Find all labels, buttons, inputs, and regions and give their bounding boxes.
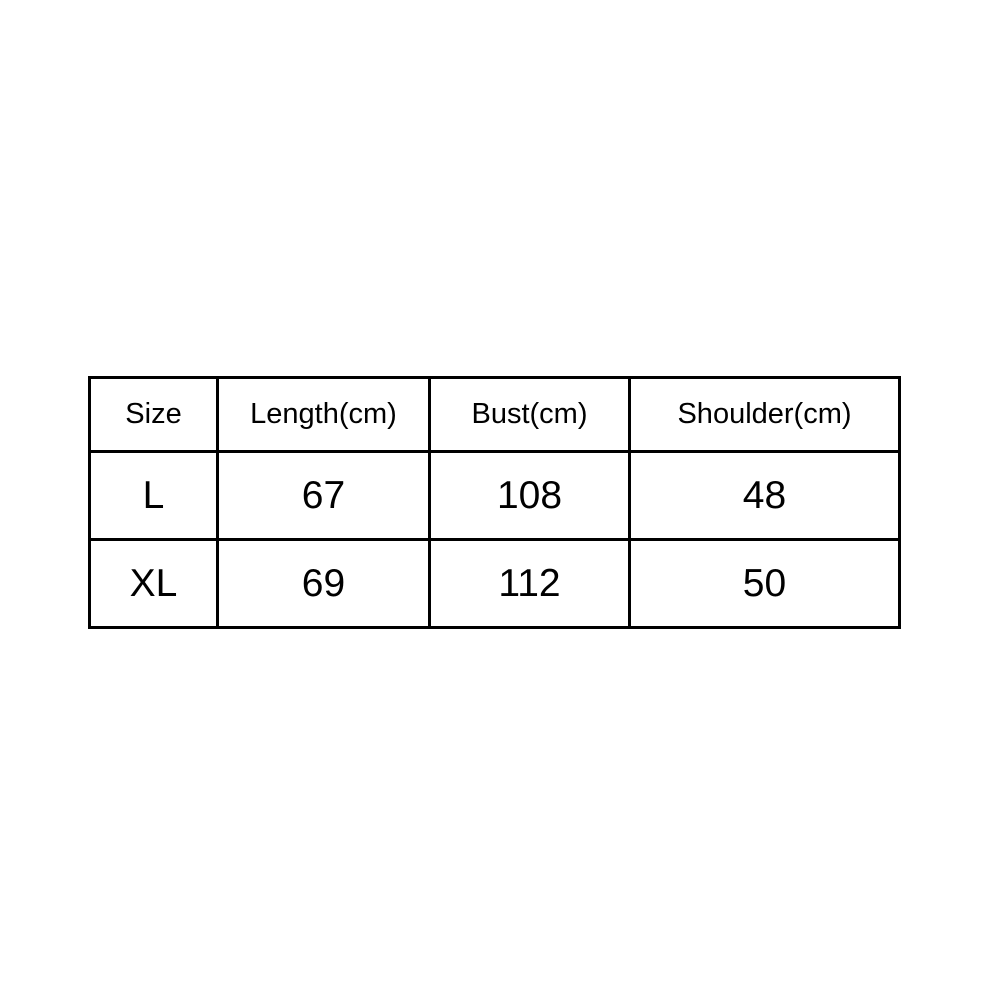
size-table: Size Length(cm) Bust(cm) Shoulder(cm) L … [88,376,901,629]
cell-bust: 108 [430,452,630,540]
table-row: XL 69 112 50 [90,540,900,628]
column-header-size: Size [90,378,218,452]
cell-length: 69 [218,540,430,628]
cell-length: 67 [218,452,430,540]
column-header-length: Length(cm) [218,378,430,452]
size-chart-table: Size Length(cm) Bust(cm) Shoulder(cm) L … [88,376,901,629]
cell-size: L [90,452,218,540]
cell-bust: 112 [430,540,630,628]
cell-shoulder: 48 [630,452,900,540]
column-header-shoulder: Shoulder(cm) [630,378,900,452]
column-header-bust: Bust(cm) [430,378,630,452]
table-row: L 67 108 48 [90,452,900,540]
cell-shoulder: 50 [630,540,900,628]
cell-size: XL [90,540,218,628]
table-header-row: Size Length(cm) Bust(cm) Shoulder(cm) [90,378,900,452]
